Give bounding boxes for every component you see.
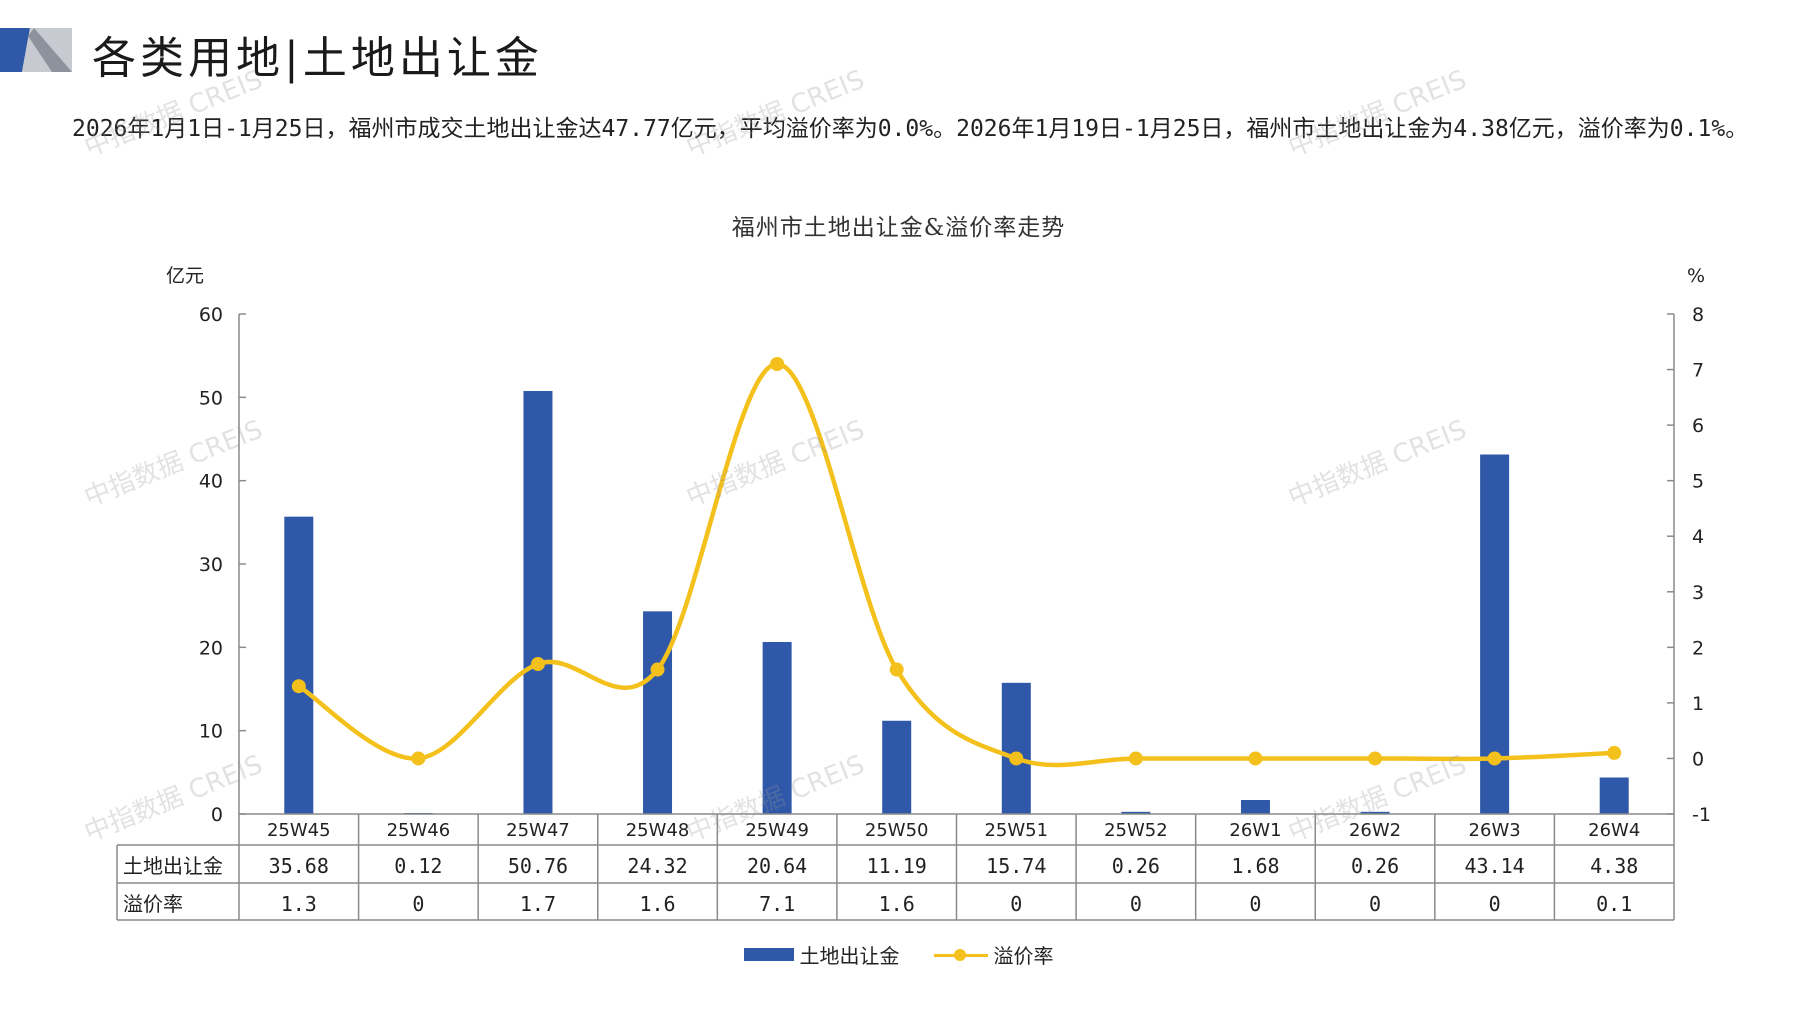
chart-title: 福州市土地出让金&溢价率走势 <box>731 215 1066 241</box>
line-point <box>1009 751 1024 766</box>
table-cell: 1.6 <box>879 892 915 916</box>
x-tick-label: 26W3 <box>1469 820 1521 841</box>
line-point <box>411 751 426 766</box>
line-point <box>1248 751 1263 766</box>
bar <box>1121 811 1151 814</box>
table-cell: 35.68 <box>269 854 329 878</box>
legend-label-bar: 土地出让金 <box>799 944 900 968</box>
table-cell: 0 <box>1130 892 1142 916</box>
x-tick-label: 26W2 <box>1349 820 1401 841</box>
table-cell: 0 <box>1249 892 1261 916</box>
header-decoration <box>0 28 72 72</box>
line-series-path <box>297 361 1615 768</box>
header: 各类用地|土地出让金 <box>0 0 1797 100</box>
y-right-tick-label: 3 <box>1692 582 1704 604</box>
table-cell: 20.64 <box>747 854 807 878</box>
table-cell: 1.3 <box>281 892 317 916</box>
table-cell: 0.26 <box>1112 854 1160 878</box>
table-cell: 0 <box>1369 892 1381 916</box>
legend-bar-swatch <box>743 948 794 961</box>
line-point <box>1487 751 1502 766</box>
y-left-tick-label: 20 <box>199 637 223 659</box>
table-cell: 50.76 <box>508 854 568 878</box>
legend-line-swatch <box>933 948 988 962</box>
table-cell: 0.26 <box>1351 854 1399 878</box>
table-cell: 1.7 <box>520 892 556 916</box>
table-cell: 11.19 <box>867 854 927 878</box>
line-point <box>291 679 306 694</box>
table-cell: 7.1 <box>759 892 795 916</box>
y-right-tick-label: 8 <box>1692 304 1704 326</box>
y-left-tick-label: 10 <box>199 721 223 743</box>
y-left-tick-label: 30 <box>199 554 223 576</box>
bar <box>523 391 553 814</box>
table-cell: 15.74 <box>986 854 1046 878</box>
y-left-unit: 亿元 <box>166 265 204 287</box>
y-right-tick-label: 4 <box>1692 526 1704 548</box>
table-cell: 1.6 <box>639 892 675 916</box>
bar <box>284 516 314 814</box>
line-point <box>770 357 785 371</box>
table-cell: 24.32 <box>627 854 687 878</box>
table-cell: 0.1 <box>1596 892 1632 916</box>
x-tick-label: 25W51 <box>984 820 1048 841</box>
summary-text: 2026年1月1日-1月25日，福州市成交土地出让金达47.77亿元，平均溢价率… <box>72 116 1749 142</box>
legend-item-bar: 土地出让金 <box>743 940 900 969</box>
table-cell: 0 <box>412 892 424 916</box>
bar <box>762 642 792 814</box>
x-tick-label: 25W49 <box>745 820 809 841</box>
x-tick-label: 25W52 <box>1104 820 1168 841</box>
table-cell: 0.12 <box>394 854 442 878</box>
line-point <box>889 662 904 677</box>
line-point <box>1607 745 1622 760</box>
bar <box>1360 811 1390 814</box>
table-cell: 4.38 <box>1590 854 1638 878</box>
y-left-tick-label: 40 <box>199 471 223 493</box>
x-tick-label: 25W47 <box>506 820 570 841</box>
y-left-tick-label: 50 <box>199 387 223 409</box>
legend-item-line: 溢价率 <box>933 940 1054 969</box>
bar <box>882 720 912 814</box>
bar <box>1240 800 1270 814</box>
bar <box>1001 682 1031 814</box>
y-right-tick-label: 1 <box>1692 693 1704 715</box>
y-right-tick-label: 5 <box>1692 471 1704 493</box>
table-row-header: 溢价率 <box>123 892 183 916</box>
y-right-unit: % <box>1687 265 1705 287</box>
y-right-tick-label: -1 <box>1692 804 1711 826</box>
bar <box>1599 777 1629 814</box>
table-cell: 1.68 <box>1231 854 1279 878</box>
x-tick-label: 25W48 <box>626 820 690 841</box>
page-title: 各类用地|土地出让金 <box>92 33 543 84</box>
legend: 土地出让金 溢价率 <box>0 940 1797 969</box>
table-cell: 0 <box>1010 892 1022 916</box>
line-point <box>1368 751 1383 766</box>
table-cell: 43.14 <box>1465 854 1525 878</box>
y-right-tick-label: 0 <box>1692 748 1704 770</box>
bar <box>643 611 673 814</box>
y-right-tick-label: 2 <box>1692 637 1704 659</box>
table-cell: 0 <box>1489 892 1501 916</box>
table-row-header: 土地出让金 <box>123 854 223 878</box>
line-point <box>650 662 665 677</box>
x-tick-label: 25W46 <box>387 820 451 841</box>
x-tick-label: 25W50 <box>865 820 929 841</box>
line-point <box>530 657 545 671</box>
y-right-tick-label: 6 <box>1692 415 1704 437</box>
y-left-tick-label: 60 <box>199 304 223 326</box>
x-tick-label: 25W45 <box>267 820 331 841</box>
x-tick-label: 26W4 <box>1588 820 1640 841</box>
x-tick-label: 26W1 <box>1229 820 1281 841</box>
y-right-tick-label: 7 <box>1692 360 1704 382</box>
y-left-tick-label: 0 <box>211 804 223 826</box>
legend-label-line: 溢价率 <box>993 944 1054 968</box>
line-point <box>1128 751 1143 766</box>
